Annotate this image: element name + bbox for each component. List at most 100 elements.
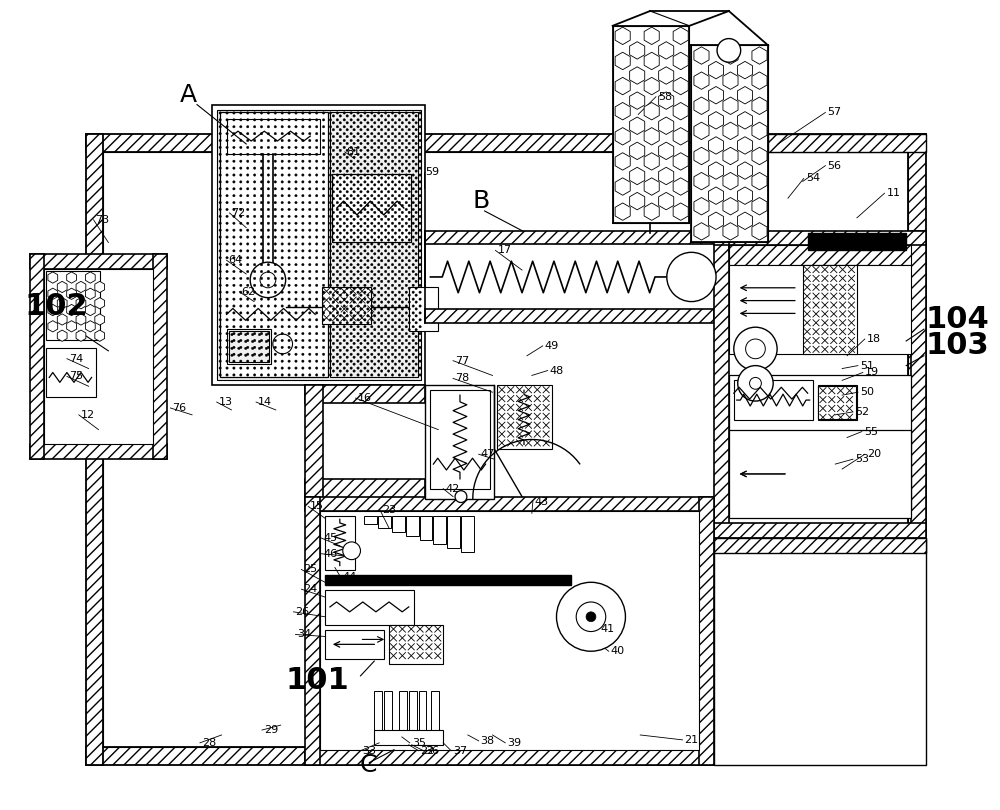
- Circle shape: [336, 326, 339, 328]
- Circle shape: [380, 253, 383, 255]
- Circle shape: [384, 312, 387, 314]
- Circle shape: [315, 318, 318, 321]
- Circle shape: [336, 202, 339, 204]
- Circle shape: [415, 232, 417, 234]
- Text: 42: 42: [445, 484, 459, 494]
- Circle shape: [302, 147, 304, 148]
- Circle shape: [336, 147, 339, 148]
- Circle shape: [353, 343, 355, 344]
- Circle shape: [353, 122, 355, 124]
- Circle shape: [398, 277, 401, 279]
- Circle shape: [253, 332, 256, 335]
- Circle shape: [274, 277, 276, 279]
- Circle shape: [387, 135, 390, 138]
- Circle shape: [384, 284, 387, 287]
- Circle shape: [364, 181, 366, 183]
- Circle shape: [309, 339, 311, 342]
- Text: 48: 48: [550, 365, 564, 376]
- Circle shape: [309, 257, 311, 259]
- Circle shape: [233, 318, 235, 321]
- Circle shape: [336, 229, 339, 232]
- Text: 23: 23: [382, 505, 396, 515]
- Circle shape: [346, 198, 348, 200]
- Circle shape: [339, 204, 341, 207]
- Circle shape: [394, 122, 397, 124]
- Circle shape: [226, 133, 228, 134]
- Circle shape: [401, 363, 404, 365]
- Circle shape: [405, 277, 407, 279]
- Circle shape: [419, 133, 421, 134]
- Circle shape: [364, 229, 366, 232]
- Bar: [699, 497, 714, 765]
- Circle shape: [401, 184, 404, 186]
- Circle shape: [350, 263, 352, 266]
- Circle shape: [233, 326, 235, 328]
- Circle shape: [391, 249, 394, 252]
- Circle shape: [329, 188, 332, 190]
- Circle shape: [240, 326, 242, 328]
- Circle shape: [288, 147, 290, 148]
- Circle shape: [360, 273, 362, 275]
- Circle shape: [415, 308, 417, 310]
- Circle shape: [240, 194, 242, 197]
- Circle shape: [384, 298, 387, 301]
- Circle shape: [556, 582, 625, 651]
- Circle shape: [288, 112, 290, 114]
- Circle shape: [408, 232, 410, 234]
- Circle shape: [226, 284, 228, 287]
- Circle shape: [274, 312, 276, 314]
- Circle shape: [360, 259, 362, 262]
- Circle shape: [346, 308, 348, 310]
- Circle shape: [309, 277, 311, 279]
- Circle shape: [380, 343, 383, 344]
- Circle shape: [274, 160, 276, 163]
- Circle shape: [378, 188, 380, 190]
- Circle shape: [267, 126, 270, 128]
- Circle shape: [274, 373, 276, 376]
- Circle shape: [288, 208, 290, 211]
- Circle shape: [315, 271, 318, 273]
- Circle shape: [233, 243, 235, 245]
- Text: 64: 64: [229, 255, 243, 265]
- Circle shape: [288, 249, 290, 252]
- Circle shape: [332, 273, 335, 275]
- Circle shape: [405, 318, 407, 321]
- Circle shape: [415, 190, 417, 193]
- Circle shape: [253, 181, 256, 183]
- Circle shape: [247, 229, 249, 232]
- Circle shape: [350, 174, 352, 177]
- Circle shape: [378, 139, 380, 142]
- Circle shape: [350, 112, 352, 114]
- Circle shape: [295, 298, 297, 301]
- Circle shape: [405, 202, 407, 204]
- Circle shape: [387, 211, 390, 214]
- Circle shape: [353, 204, 355, 207]
- Circle shape: [374, 329, 376, 330]
- Circle shape: [339, 370, 341, 373]
- Circle shape: [336, 249, 339, 252]
- Circle shape: [350, 284, 352, 287]
- Circle shape: [260, 284, 263, 287]
- Circle shape: [281, 360, 283, 362]
- Circle shape: [219, 119, 221, 121]
- Circle shape: [357, 112, 359, 114]
- Circle shape: [353, 225, 355, 228]
- Circle shape: [339, 177, 341, 179]
- Circle shape: [295, 339, 297, 342]
- Circle shape: [384, 291, 387, 293]
- Circle shape: [332, 135, 335, 138]
- Bar: [389, 625, 443, 664]
- Circle shape: [339, 253, 341, 255]
- Circle shape: [295, 208, 297, 211]
- Circle shape: [288, 284, 290, 287]
- Circle shape: [405, 263, 407, 266]
- Circle shape: [288, 236, 290, 238]
- Circle shape: [253, 215, 256, 218]
- Bar: [305, 750, 714, 765]
- Circle shape: [343, 284, 345, 287]
- Bar: [406, 516, 419, 536]
- Circle shape: [391, 160, 394, 163]
- Circle shape: [401, 198, 404, 200]
- Circle shape: [405, 271, 407, 273]
- Bar: [30, 445, 167, 459]
